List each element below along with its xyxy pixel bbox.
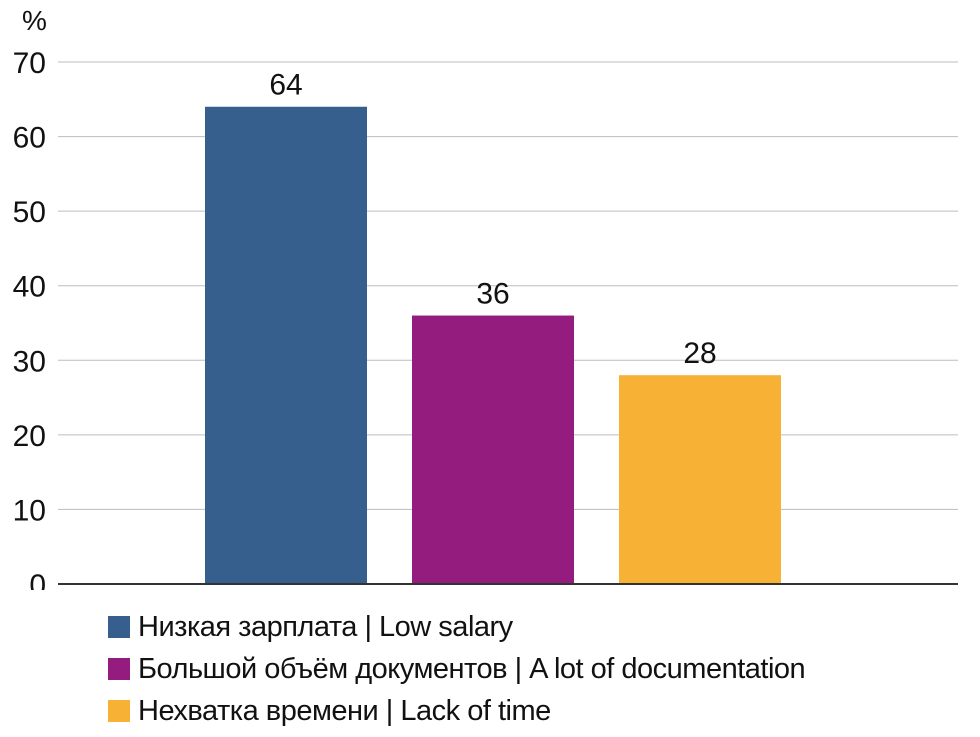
bar xyxy=(412,315,574,584)
bar xyxy=(619,375,781,584)
legend-swatch xyxy=(108,700,130,722)
bars xyxy=(205,106,781,584)
bar-value-label: 64 xyxy=(269,69,302,102)
value-labels: 64 36 28 xyxy=(269,69,716,370)
y-tick-label: 70 xyxy=(13,47,46,80)
y-tick-label: 40 xyxy=(13,271,46,304)
legend-item-low-salary: Низкая зарплата | Low salary xyxy=(108,606,805,648)
y-axis-ticks: 0 10 20 30 40 50 60 70 xyxy=(13,47,46,590)
y-tick-label: 0 xyxy=(29,569,46,590)
legend-item-documentation: Большой объём документов | A lot of docu… xyxy=(108,648,806,690)
y-axis-label: % xyxy=(22,5,47,36)
legend-swatch xyxy=(108,616,130,638)
legend-label: Большой объём документов | A lot of docu… xyxy=(138,652,806,685)
legend-label: Нехватка времени | Lack of time xyxy=(138,694,551,727)
bar-chart: 64 36 28 0 10 20 30 40 50 60 70 % xyxy=(13,5,958,590)
bar xyxy=(205,106,367,584)
legend-swatch xyxy=(108,658,130,680)
y-tick-label: 50 xyxy=(13,196,46,229)
y-tick-label: 30 xyxy=(13,345,46,378)
legend-item-lack-of-time: Нехватка времени | Lack of time xyxy=(108,690,805,732)
legend: Низкая зарплата | Low salary Большой объ… xyxy=(108,606,806,732)
bar-value-label: 36 xyxy=(476,278,509,311)
y-tick-label: 20 xyxy=(13,420,46,453)
y-tick-label: 60 xyxy=(13,122,46,155)
bar-value-label: 28 xyxy=(683,337,716,370)
legend-label: Низкая зарплата | Low salary xyxy=(138,610,513,643)
y-tick-label: 10 xyxy=(13,494,46,527)
